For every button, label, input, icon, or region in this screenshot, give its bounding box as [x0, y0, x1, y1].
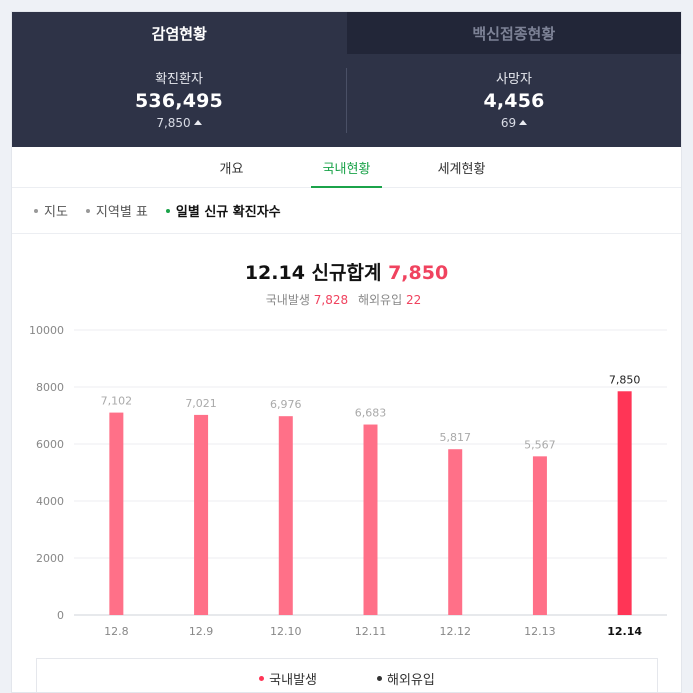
bar-12.9 — [194, 414, 209, 615]
stat-confirmed-delta-value: 7,850 — [156, 116, 191, 130]
tab-overview[interactable]: 개요 — [219, 161, 244, 177]
up-arrow-icon — [519, 120, 528, 125]
bar-value-label: 5,567 — [524, 438, 556, 451]
bar-value-label: 6,683 — [355, 407, 387, 420]
x-tick-label: 12.10 — [270, 625, 302, 638]
chart-legend: 국내발생 해외유입 — [36, 658, 658, 692]
daily-summary: 12.14 신규합계 7,850 국내발생 7,828 해외유입 22 — [12, 258, 681, 308]
filter-region-table-label: 지역별 표 — [95, 205, 148, 220]
y-tick-label: 6000 — [36, 438, 64, 451]
summary-title: 12.14 신규합계 7,850 — [12, 258, 681, 285]
top-tabs: 감염현황 백신접종현황 — [12, 12, 681, 54]
tab-world[interactable]: 세계현황 — [437, 161, 486, 177]
legend-label-overseas: 해외유입 — [387, 672, 435, 688]
stat-confirmed-label: 확진환자 — [155, 72, 203, 87]
stat-confirmed-value: 536,495 — [135, 90, 223, 112]
stat-confirmed-delta: 7,850 — [156, 116, 202, 130]
bullet-icon — [34, 208, 38, 213]
stat-deaths: 사망자 4,456 69 — [346, 68, 681, 133]
bar-value-label: 7,021 — [185, 397, 217, 410]
x-tick-label: 12.9 — [189, 625, 214, 638]
bullet-icon — [85, 208, 90, 213]
bar-value-label: 7,850 — [609, 373, 641, 386]
legend-item-overseas[interactable]: 해외유입 — [377, 669, 435, 688]
y-tick-label: 10000 — [29, 324, 64, 337]
bar-12.12 — [448, 449, 463, 615]
bar-value-label: 7,102 — [101, 395, 133, 408]
overseas-value: 22 — [405, 293, 422, 307]
tab-domestic[interactable]: 국내현황 — [289, 147, 404, 188]
legend-dot-domestic — [259, 675, 265, 681]
daily-cases-bar-chart: 0 2000 4000 6000 8000 10000 7,102 12.8 7,021 12.9… — [29, 324, 667, 638]
bar-12.10 — [278, 416, 293, 615]
summary-total: 7,850 — [388, 262, 449, 284]
summary-title-text: 12.14 신규합계 — [244, 262, 382, 284]
filter-map[interactable]: 지도 — [34, 201, 68, 220]
up-arrow-icon — [193, 120, 202, 125]
overseas-label: 해외유입 — [357, 293, 403, 307]
bar-value-label: 5,817 — [439, 431, 471, 444]
legend-dot-overseas — [377, 675, 382, 681]
stat-deaths-label: 사망자 — [496, 72, 532, 87]
filter-region-table[interactable]: 지역별 표 — [85, 201, 148, 220]
legend-label-domestic: 국내발생 — [269, 672, 317, 688]
x-tick-label: 12.11 — [355, 625, 387, 638]
y-tick-label: 2000 — [36, 552, 64, 565]
sub-tabs: 개요 국내현황 세계현황 — [12, 147, 681, 188]
filter-daily-new-cases[interactable]: 일별 신규 확진자수 — [165, 201, 281, 220]
tab-vaccination-status[interactable]: 백신접종현황 — [346, 12, 681, 54]
x-tick-label: 12.8 — [104, 625, 129, 638]
x-tick-label: 12.13 — [524, 625, 556, 638]
x-tick-label: 12.14 — [607, 625, 642, 638]
bar-12.14 — [617, 391, 632, 615]
y-tick-label: 0 — [57, 609, 64, 622]
bar-12.11 — [363, 424, 378, 615]
legend-item-domestic[interactable]: 국내발생 — [259, 669, 317, 688]
domestic-value: 7,828 — [313, 293, 349, 307]
stat-deaths-delta-value: 69 — [500, 116, 517, 130]
domestic-label: 국내발생 — [265, 293, 310, 307]
bar-12.8 — [109, 412, 124, 615]
filter-daily-new-cases-label: 일별 신규 확진자수 — [175, 205, 281, 220]
stat-deaths-delta: 69 — [500, 116, 528, 130]
filter-map-label: 지도 — [44, 205, 68, 220]
y-tick-label: 8000 — [36, 381, 64, 394]
covid-status-card: 감염현황 백신접종현황 확진환자 536,495 7,850 사망자 4,456… — [11, 11, 682, 693]
bullet-icon — [165, 208, 170, 213]
bar-value-label: 6,976 — [270, 398, 302, 411]
view-filters: 지도 지역별 표 일별 신규 확진자수 — [12, 188, 681, 234]
tab-infection-status[interactable]: 감염현황 — [12, 12, 347, 54]
stats-panel: 확진환자 536,495 7,850 사망자 4,456 69 — [12, 54, 681, 147]
x-tick-label: 12.12 — [439, 625, 471, 638]
stat-confirmed: 확진환자 536,495 7,850 — [12, 54, 346, 147]
y-tick-label: 4000 — [36, 495, 64, 508]
summary-breakdown: 국내발생 7,828 해외유입 22 — [12, 291, 681, 308]
bar-12.13 — [532, 456, 547, 615]
stat-deaths-value: 4,456 — [483, 90, 545, 112]
